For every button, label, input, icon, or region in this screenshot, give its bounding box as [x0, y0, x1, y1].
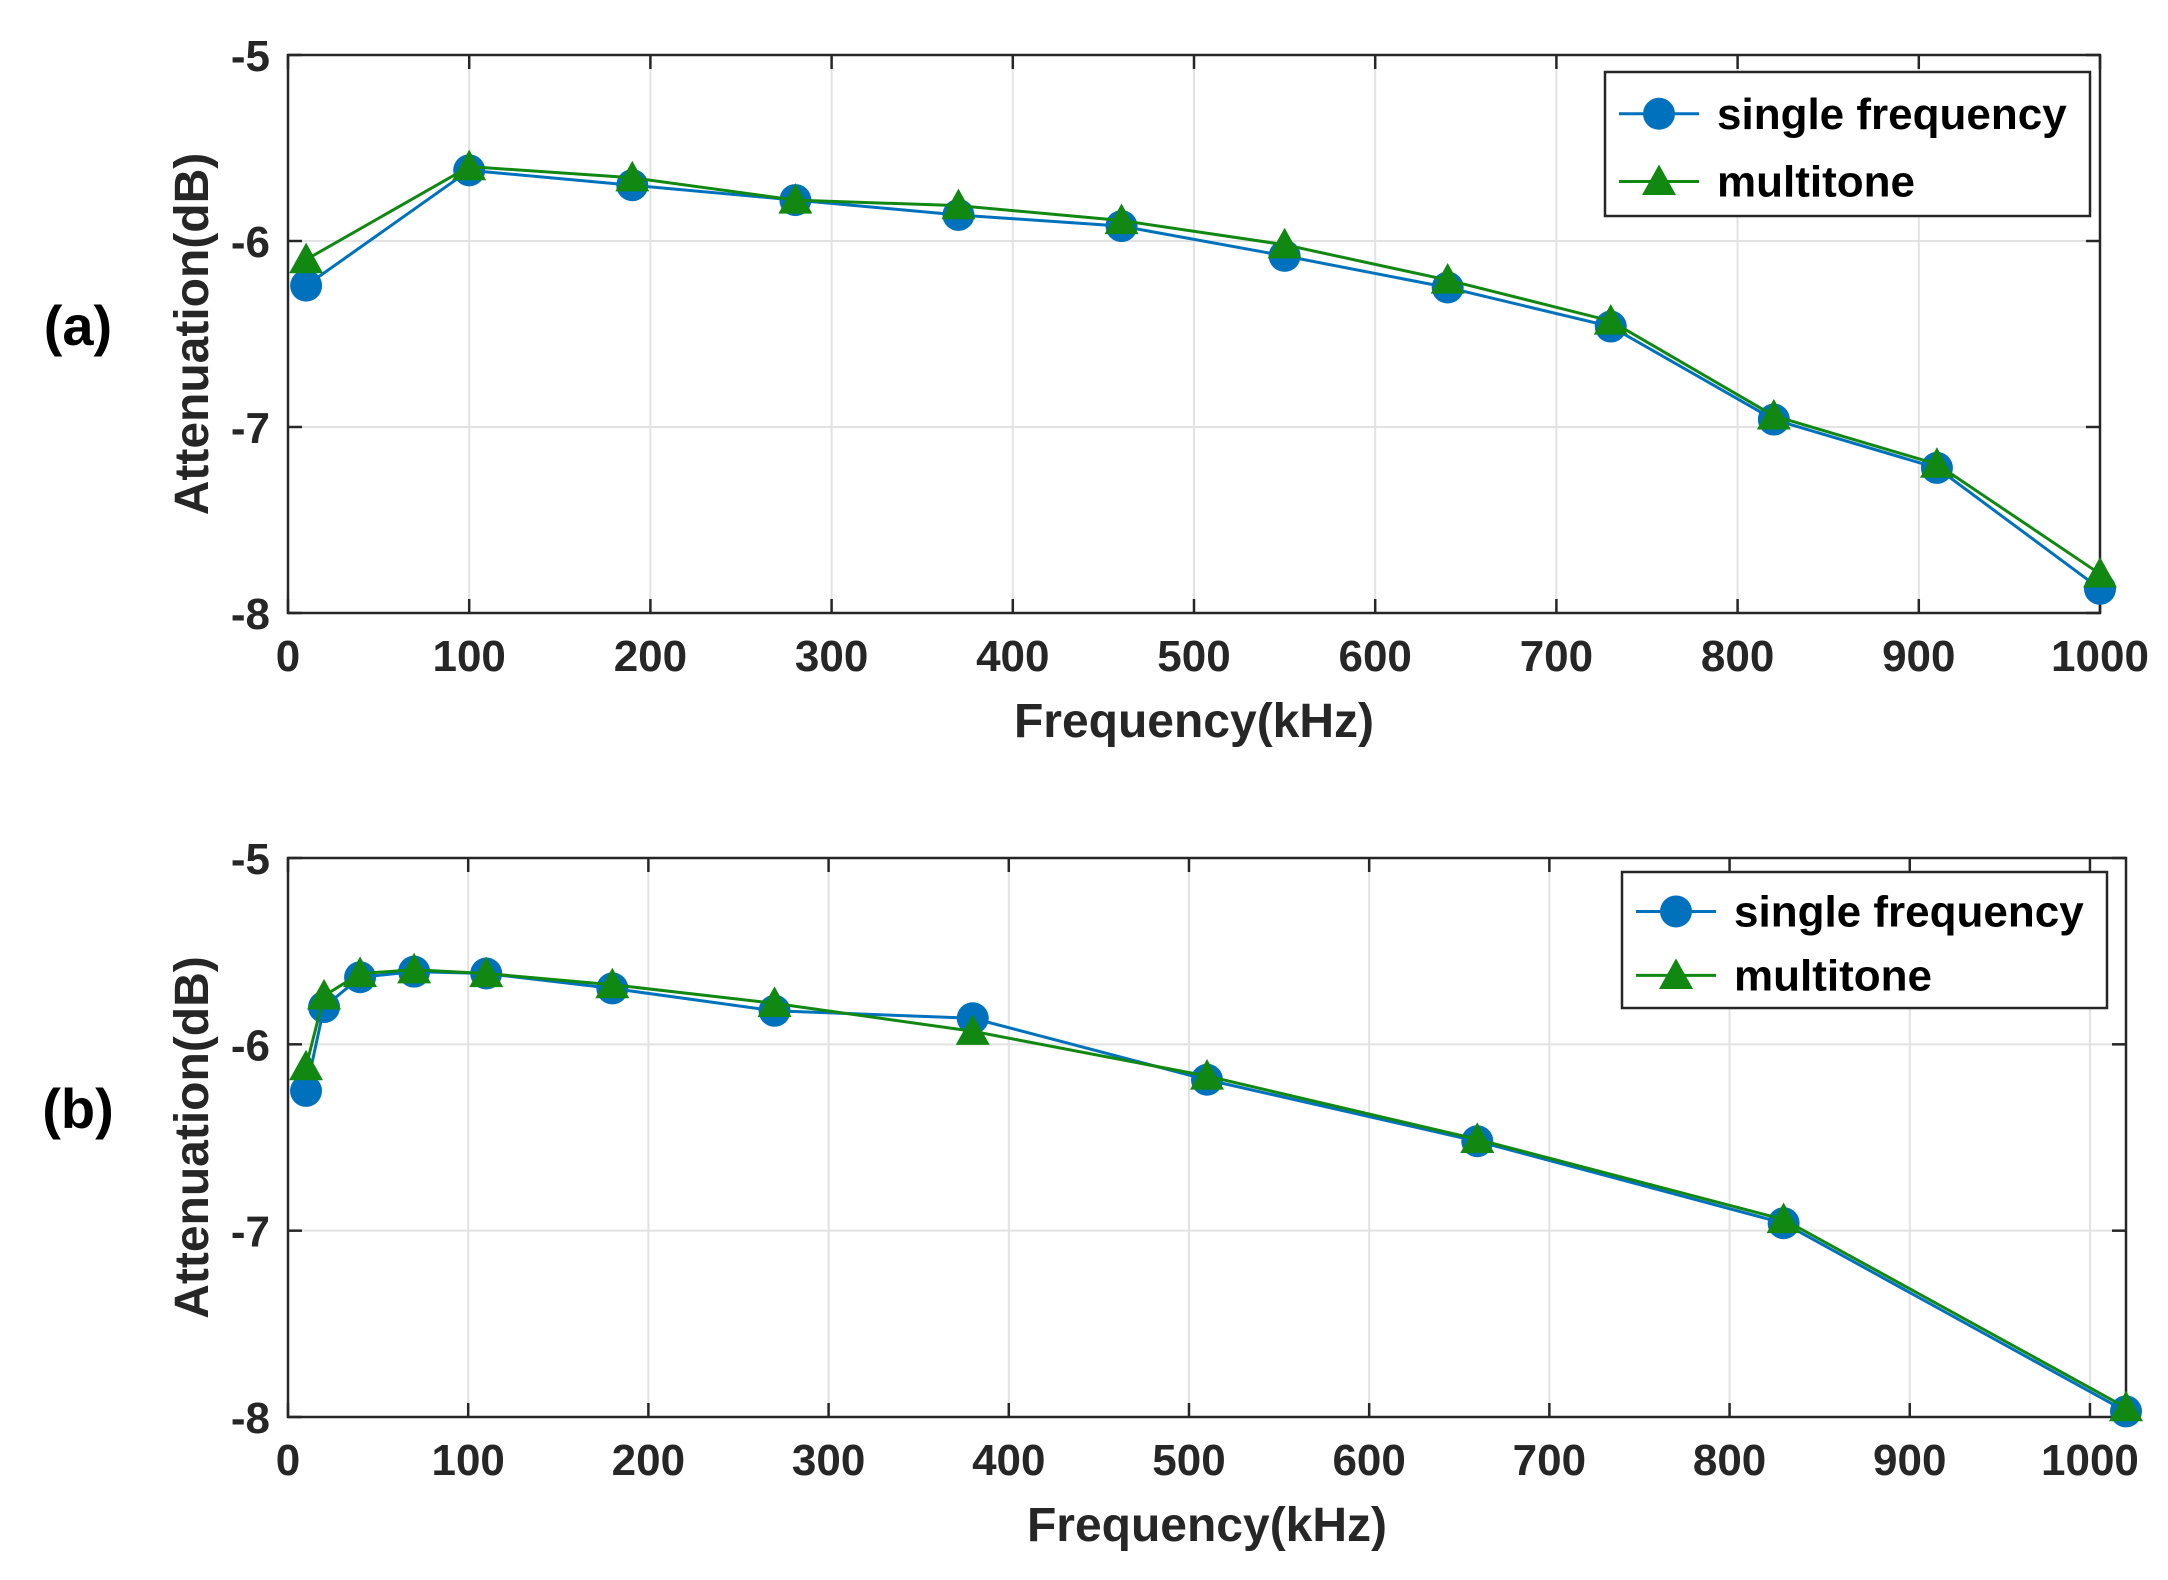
data-point-triangle: [289, 1049, 324, 1081]
data-point-triangle: [2109, 1390, 2143, 1422]
legend: single frequency multitone: [1620, 870, 2109, 1010]
data-point-triangle: [615, 160, 650, 192]
y-tick-label: -5: [231, 835, 270, 884]
x-tick-label: 600: [1332, 1436, 1405, 1485]
x-tick-label: 1000: [2051, 632, 2149, 681]
data-point-triangle: [469, 956, 504, 988]
axes-box: [286, 856, 2128, 1419]
data-point-circle: [290, 1074, 323, 1107]
x-tick-label: 300: [795, 632, 868, 681]
x-tick-label: 200: [614, 632, 687, 681]
legend: single frequency multitone: [1603, 70, 2092, 218]
panel-label: (a): [44, 294, 112, 357]
data-point-triangle: [343, 956, 378, 988]
data-point-triangle: [1430, 263, 1465, 294]
x-tick-label: 1000: [2041, 1436, 2139, 1485]
data-point-triangle: [307, 978, 342, 1010]
data-point-triangle: [1460, 1122, 1495, 1153]
x-tick-label: 700: [1520, 632, 1593, 681]
y-tick-label: -5: [231, 32, 270, 81]
x-tick-label: 400: [976, 632, 1049, 681]
data-point-triangle: [778, 183, 813, 214]
data-point-circle: [290, 269, 323, 302]
y-tick-label: -7: [231, 1208, 270, 1257]
chart-panel-a: 0 100 200 300 400 500 600 700 800 900 1000 -5 -6 -7 -8…: [44, 32, 2149, 748]
chart-panel-b: 0 100 200 300 400 500 600 700 800 900 1000 -5 -6 -7 -8…: [42, 835, 2143, 1552]
x-tick-label: 0: [276, 632, 300, 681]
data-point-triangle: [955, 1014, 990, 1045]
legend-label: single frequency: [1717, 90, 2067, 139]
x-tick-label: 900: [1873, 1436, 1946, 1485]
x-tick-label: 800: [1701, 632, 1774, 681]
legend-marker-circle: [1660, 895, 1692, 928]
y-tick-label: -8: [231, 1394, 270, 1443]
data-point-triangle: [1267, 227, 1302, 259]
x-tick-label: 200: [612, 1436, 685, 1485]
data-point-triangle: [2083, 556, 2117, 588]
legend-marker-triangle: [1659, 958, 1693, 989]
x-tick-label: 700: [1513, 1436, 1586, 1485]
data-point-triangle: [1766, 1202, 1801, 1234]
x-tick-label: 600: [1338, 632, 1411, 681]
data-point-triangle: [1104, 203, 1139, 235]
data-point-triangle: [1919, 447, 1954, 478]
y-tick-label: -8: [231, 590, 270, 639]
y-tick-label: -6: [231, 1021, 270, 1070]
y-tick-label: -6: [231, 218, 270, 267]
x-tick-label: 900: [1882, 632, 1955, 681]
x-tick-label: 100: [432, 632, 505, 681]
x-axis-label: Frequency(kHz): [1027, 1499, 1387, 1552]
data-point-triangle: [397, 952, 432, 984]
data-point-triangle: [452, 149, 487, 181]
y-axis-label: Attenuation(dB): [166, 153, 219, 516]
y-tick-label: -7: [231, 404, 270, 453]
series-line-triangle: [305, 165, 2101, 576]
series-line-circle: [305, 168, 2101, 591]
y-axis-label: Attenuation(dB): [166, 956, 219, 1319]
legend-box: [1603, 70, 2092, 218]
data-point-triangle: [595, 967, 630, 999]
data-point-triangle: [1756, 398, 1791, 430]
x-tick-label: 500: [1152, 1436, 1225, 1485]
legend-label: multitone: [1734, 951, 1932, 1000]
data-point-triangle: [941, 188, 976, 220]
data-point-triangle: [289, 242, 324, 274]
data-point-triangle: [1190, 1059, 1224, 1090]
x-tick-label: 500: [1157, 632, 1230, 681]
data-point-triangle: [1593, 303, 1628, 335]
legend-marker-circle: [1643, 97, 1675, 130]
x-tick-label: 100: [431, 1436, 504, 1485]
legend-label: multitone: [1717, 157, 1915, 206]
x-tick-label: 800: [1693, 1436, 1766, 1485]
data-point-triangle: [757, 986, 792, 1017]
legend-label: single frequency: [1734, 887, 2084, 936]
legend-marker-triangle: [1642, 164, 1676, 196]
panel-label: (b): [42, 1077, 114, 1140]
x-tick-label: 300: [792, 1436, 865, 1485]
x-axis-label: Frequency(kHz): [1014, 695, 1374, 748]
x-tick-label: 0: [276, 1436, 300, 1485]
legend-box: [1620, 870, 2109, 1010]
x-tick-label: 400: [972, 1436, 1045, 1485]
